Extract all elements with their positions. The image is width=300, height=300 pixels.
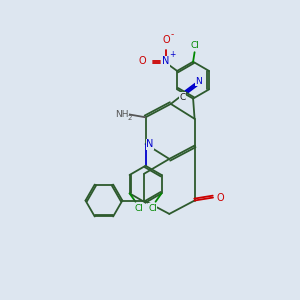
Text: O: O: [162, 35, 170, 45]
Text: Cl: Cl: [134, 204, 143, 213]
Text: Cl: Cl: [148, 204, 157, 213]
Text: +: +: [169, 50, 176, 59]
Text: O: O: [217, 193, 225, 202]
Text: -: -: [171, 30, 174, 39]
Text: 2: 2: [128, 115, 132, 121]
Text: C: C: [180, 93, 186, 102]
Text: O: O: [139, 56, 146, 66]
Text: Cl: Cl: [190, 41, 199, 50]
Text: N: N: [195, 76, 202, 85]
Text: N: N: [146, 139, 154, 149]
Text: NH: NH: [115, 110, 128, 119]
Text: N: N: [162, 56, 169, 66]
